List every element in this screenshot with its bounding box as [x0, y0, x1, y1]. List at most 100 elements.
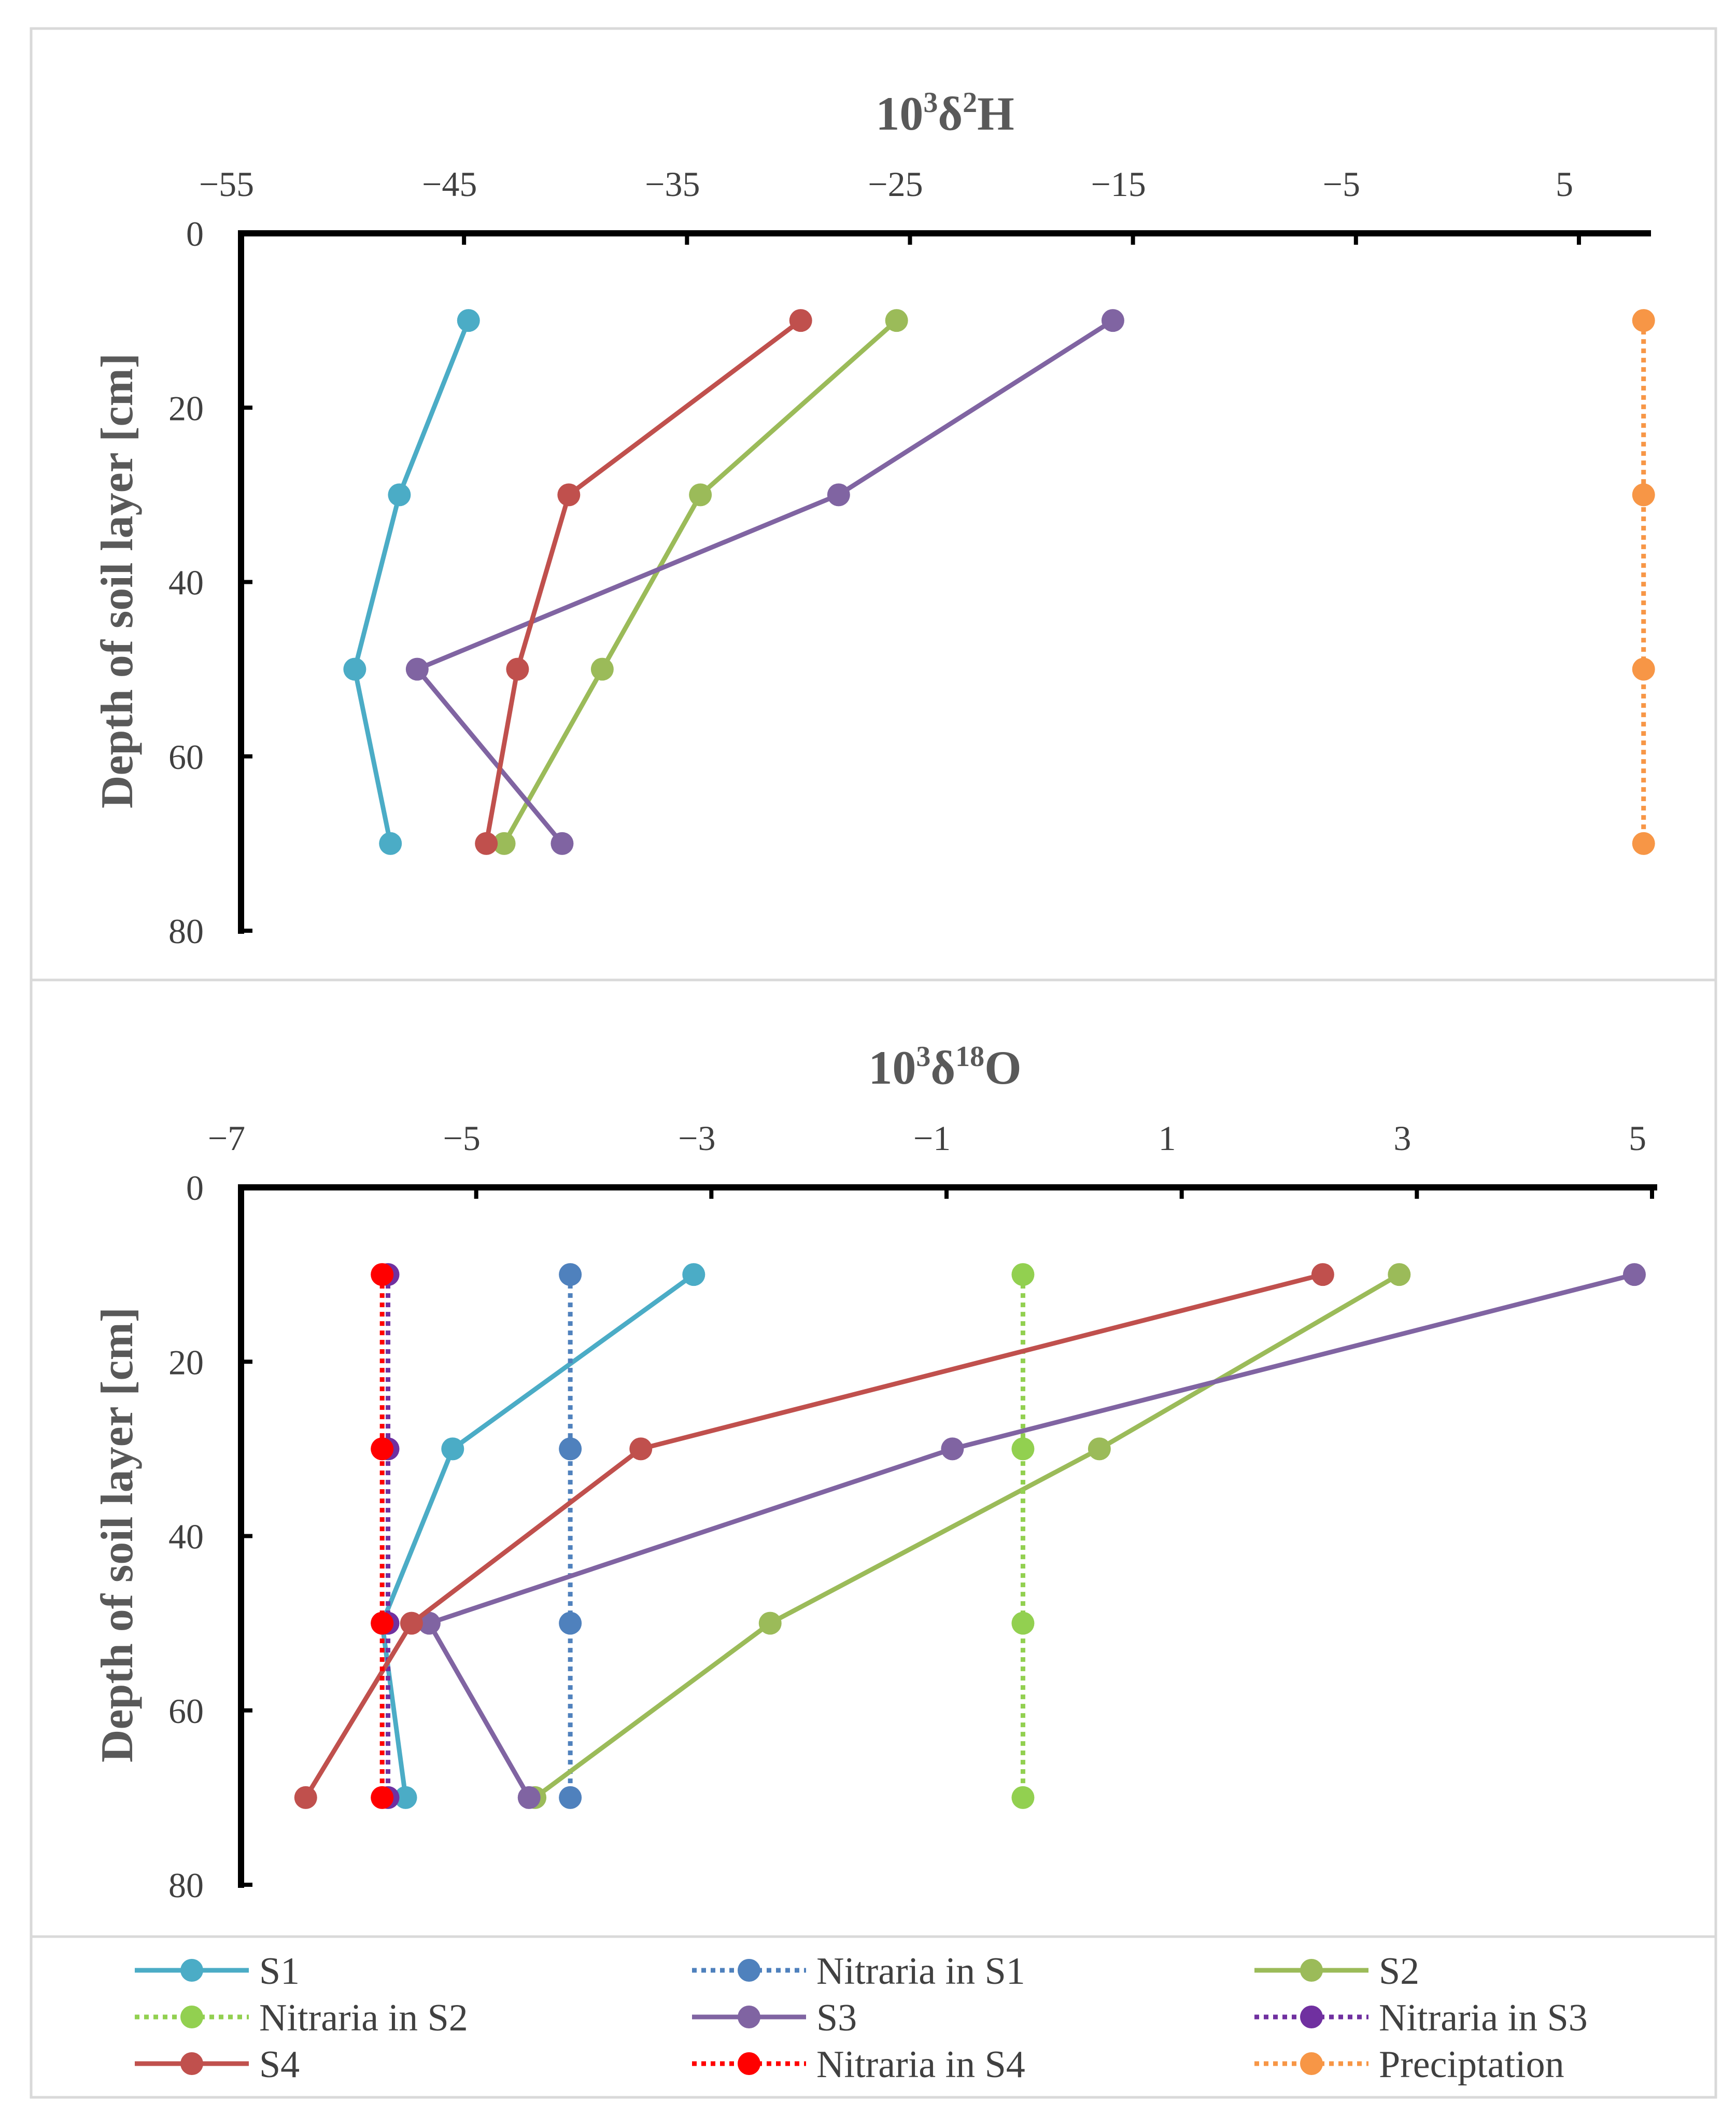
- data-point-s1: [379, 832, 402, 855]
- data-point-s4: [789, 309, 812, 332]
- data-point-s4: [1311, 1263, 1334, 1286]
- data-point-ns4: [371, 1786, 394, 1809]
- series-line-s1: [352, 319, 471, 844]
- y-tick-label: 0: [186, 1168, 204, 1208]
- data-point-ns4: [371, 1263, 394, 1286]
- data-point-s2: [492, 832, 516, 855]
- data-point-pr: [1632, 309, 1655, 332]
- y-tick-label: 0: [186, 214, 204, 254]
- y-tick-label: 60: [168, 737, 204, 777]
- legend-swatch-marker: [180, 1959, 203, 1982]
- series-line-s3: [415, 318, 1114, 845]
- data-point-s1: [682, 1263, 705, 1286]
- legend-item-ns2: Nitraria in S2: [135, 1997, 468, 2039]
- y-tick-label: 20: [168, 388, 204, 428]
- x-tick-label: −25: [868, 164, 923, 204]
- legend-item-pr: Preciptation: [1254, 2043, 1564, 2086]
- data-point-ns2: [1011, 1611, 1035, 1635]
- x-tick-label: −55: [199, 164, 254, 204]
- data-point-ns1: [559, 1263, 582, 1286]
- y-tick-label: 80: [168, 912, 204, 951]
- chart-2-title: 103δ18O: [868, 1041, 1021, 1094]
- data-point-pr: [1632, 657, 1655, 681]
- data-point-s2: [1088, 1437, 1111, 1461]
- data-point-s1: [388, 483, 411, 507]
- legend-swatch-marker: [180, 2052, 203, 2075]
- data-point-s3: [417, 1611, 441, 1635]
- legend-swatch-marker: [180, 2006, 203, 2028]
- y-tick-label: 20: [168, 1342, 204, 1382]
- x-tick-label: 3: [1393, 1118, 1411, 1158]
- legend-swatch-marker: [738, 1959, 760, 1982]
- data-point-ns4: [371, 1611, 394, 1635]
- x-tick-label: 5: [1629, 1118, 1646, 1158]
- data-point-s2: [885, 309, 908, 332]
- data-point-s2: [1388, 1263, 1411, 1286]
- x-tick-label: −7: [208, 1118, 245, 1158]
- legend-item-ns3: Nitraria in S3: [1254, 1997, 1588, 2039]
- legend-swatch-marker: [738, 2052, 760, 2075]
- x-tick-label: −15: [1091, 164, 1146, 204]
- legend-label: Nitraria in S3: [1379, 1997, 1588, 2039]
- legend-item-s3: S3: [692, 1997, 857, 2039]
- data-point-s3: [517, 1786, 541, 1809]
- chart-2-plot: −7 −5 −3 −1 1 3 5 0 20 40 60 80: [168, 1118, 1657, 1905]
- y-tick-label: 40: [168, 1517, 204, 1557]
- data-point-s4: [629, 1437, 653, 1461]
- data-point-ns2: [1011, 1263, 1035, 1286]
- legend-label: Nitraria in S2: [259, 1997, 468, 2039]
- legend-swatch-marker: [1300, 2052, 1323, 2075]
- legend-item-ns1: Nitraria in S1: [692, 1950, 1025, 1993]
- legend-swatch-marker: [738, 2006, 760, 2028]
- legend-swatch-marker: [1300, 1959, 1323, 1982]
- figure-frame: [30, 27, 1717, 2099]
- series-line-s3: [427, 1272, 1635, 1799]
- series-line-s2: [533, 1272, 1401, 1800]
- legend-label: Nitraria in S1: [816, 1950, 1025, 1993]
- legend-swatch-marker: [1300, 2006, 1323, 2028]
- data-point-s3: [941, 1437, 964, 1461]
- x-tick-label: −5: [443, 1118, 480, 1158]
- legend-item-s4: S4: [135, 2043, 300, 2086]
- x-tick-label: −45: [422, 164, 477, 204]
- data-point-ns2: [1011, 1437, 1035, 1461]
- data-point-ns4: [371, 1437, 394, 1461]
- y-tick-label: 80: [168, 1866, 204, 1905]
- legend-label: S2: [1379, 1950, 1419, 1993]
- data-point-s3: [405, 657, 429, 681]
- data-point-s3: [1101, 309, 1124, 332]
- x-tick-label: 5: [1556, 164, 1573, 204]
- legend-label: Nitraria in S4: [816, 2043, 1025, 2086]
- data-point-s1: [457, 309, 480, 332]
- chart-2-ylabel: Depth of soil layer [cm]: [92, 1307, 143, 1762]
- data-point-s1: [441, 1437, 464, 1461]
- legend-label: Preciptation: [1379, 2043, 1564, 2086]
- chart-1-ylabel: Depth of soil layer [cm]: [92, 353, 143, 808]
- legend-label: S4: [259, 2043, 300, 2086]
- data-point-s2: [590, 657, 614, 681]
- data-point-ns2: [1011, 1786, 1035, 1809]
- data-point-s2: [689, 483, 712, 507]
- series-line-s4: [484, 318, 802, 844]
- legend-label: S1: [259, 1950, 300, 1993]
- data-point-s1: [394, 1786, 417, 1809]
- x-tick-label: −5: [1323, 164, 1360, 204]
- data-point-ns1: [559, 1611, 582, 1635]
- data-point-ns1: [559, 1437, 582, 1461]
- x-tick-label: −1: [913, 1118, 951, 1158]
- series-line-s1: [379, 1272, 695, 1798]
- data-point-pr: [1632, 483, 1655, 507]
- data-point-s4: [400, 1611, 423, 1635]
- y-tick-label: 40: [168, 563, 204, 602]
- legend-item-s2: S2: [1254, 1950, 1419, 1993]
- series-line-s2: [502, 318, 898, 845]
- data-point-ns1: [559, 1786, 582, 1809]
- chart-1-title: 103δ2H: [876, 87, 1014, 140]
- x-tick-label: 1: [1159, 1118, 1176, 1158]
- data-point-s4: [557, 483, 581, 507]
- x-tick-label: −3: [678, 1118, 715, 1158]
- data-point-pr: [1632, 832, 1655, 855]
- legend-item-s1: S1: [135, 1950, 300, 1993]
